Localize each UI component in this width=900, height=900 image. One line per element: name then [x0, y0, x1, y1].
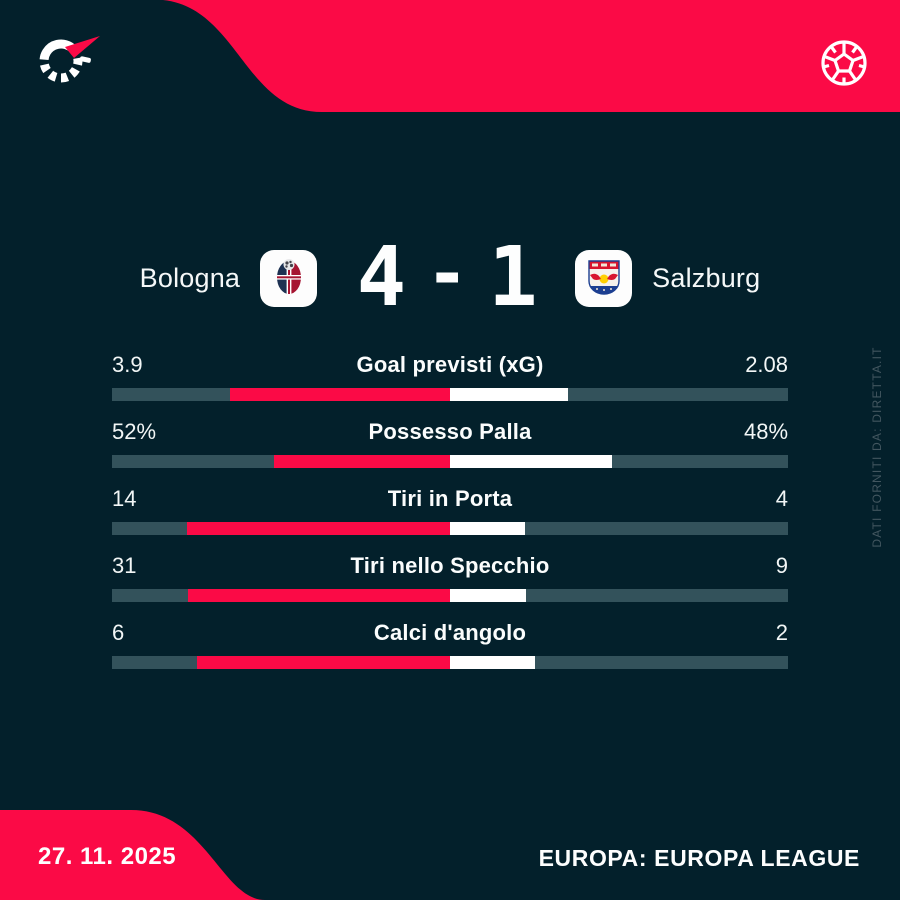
stat-away-value: 48%	[743, 419, 789, 444]
stat-home-value: 6	[112, 620, 125, 645]
stat-bar-track	[112, 388, 788, 401]
stat-away-value: 2.08	[745, 352, 789, 377]
data-provider-watermark: DATI FORNITI DA: DIRETTA.IT	[870, 346, 884, 548]
stat-bar-away	[450, 656, 535, 669]
stat-bar-away	[450, 388, 568, 401]
stat-bar-away	[450, 589, 527, 602]
stat-away-value: 4	[775, 486, 789, 511]
match-score: 4 - 1	[337, 237, 555, 319]
stat-home-value: 31	[112, 553, 137, 578]
stat-bar-track	[112, 455, 788, 468]
stat-bar-home	[229, 388, 450, 401]
away-team-crest	[575, 249, 633, 307]
stat-home-value: 3.9	[112, 352, 143, 377]
stat-row: 14 Tiri in Porta 4	[112, 486, 788, 535]
stat-bar-home	[188, 589, 450, 602]
stat-bar-home	[196, 656, 450, 669]
stat-away-value: 2	[775, 620, 788, 645]
salzburg-crest-icon	[587, 260, 620, 295]
competition-label: EUROPA: EUROPA LEAGUE	[538, 845, 860, 871]
stat-row: 6 Calci d'angolo 2	[112, 620, 788, 669]
match-date: 27. 11. 2025	[38, 843, 177, 870]
away-score: 1	[488, 230, 537, 325]
bottom-banner-swoosh	[0, 810, 265, 900]
home-team-crest	[260, 249, 318, 307]
stat-row: 3.9 Goal previsti (xG) 2.08	[112, 352, 788, 401]
stats-panel: 3.9 Goal previsti (xG) 2.08 52% Possesso…	[112, 352, 788, 687]
stat-label: Calci d'angolo	[373, 620, 527, 645]
stat-bar-home	[187, 522, 450, 535]
bologna-crest-icon	[276, 259, 301, 294]
stat-bar-away	[450, 455, 613, 468]
top-banner-swoosh	[163, 0, 900, 112]
match-header: Bologna 4 - 1	[0, 237, 900, 319]
score-separator: -	[426, 233, 468, 315]
home-team-name: Bologna	[139, 262, 241, 293]
stat-label: Possesso Palla	[368, 419, 532, 444]
flashscore-logo-icon	[39, 36, 100, 83]
stat-bar-home	[274, 455, 450, 468]
stat-label: Tiri in Porta	[387, 486, 513, 511]
stat-label: Goal previsti (xG)	[356, 352, 544, 377]
stat-home-value: 14	[112, 486, 137, 511]
stat-home-value: 52%	[112, 419, 157, 444]
stat-bar-away	[450, 522, 526, 535]
home-score: 4	[356, 230, 406, 325]
away-team-name: Salzburg	[652, 262, 761, 293]
stat-row: 52% Possesso Palla 48%	[112, 419, 788, 468]
stat-row: 31 Tiri nello Specchio 9	[112, 553, 788, 602]
stat-bar-track	[112, 656, 788, 669]
football-icon	[821, 40, 867, 86]
stat-label: Tiri nello Specchio	[350, 553, 550, 578]
stat-bar-track	[112, 589, 788, 602]
stat-bar-track	[112, 522, 788, 535]
stat-away-value: 9	[775, 553, 788, 578]
